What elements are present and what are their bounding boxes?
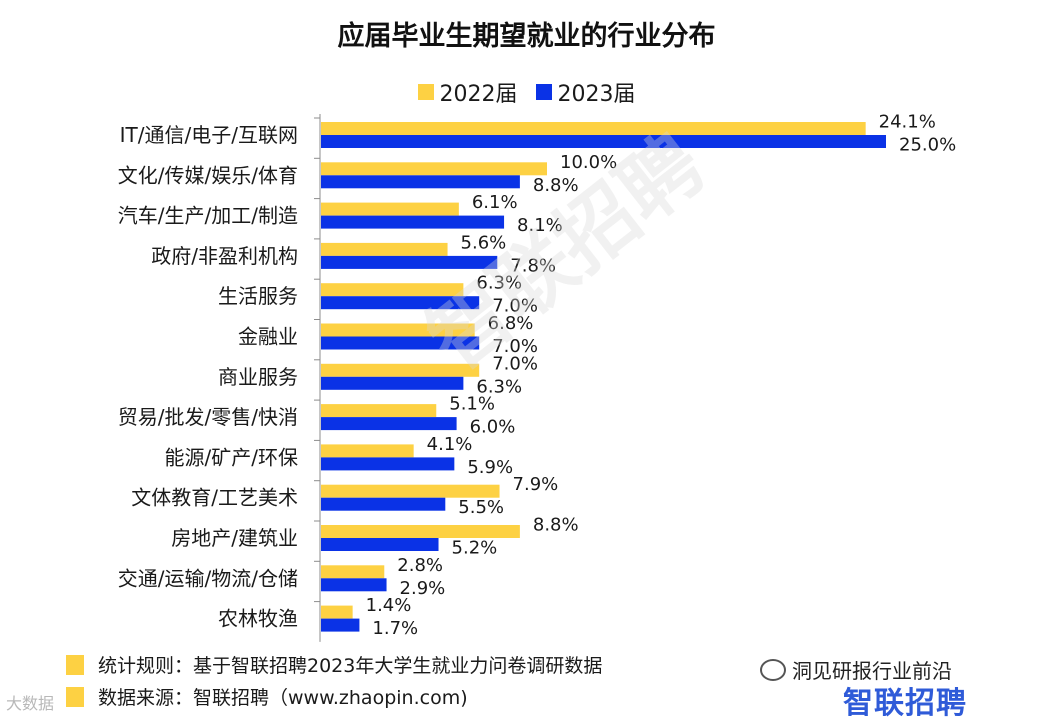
wechat-icon bbox=[760, 658, 786, 681]
wechat-account-mark: 洞见研报行业前沿 bbox=[760, 655, 952, 684]
data-label-2023: 25.0% bbox=[899, 135, 956, 156]
data-label-2023: 5.5% bbox=[458, 497, 504, 518]
data-label-2023: 2.9% bbox=[400, 578, 446, 599]
legend-label-2023: 2023届 bbox=[557, 82, 636, 107]
bar-2023 bbox=[321, 175, 520, 189]
bar-2022 bbox=[321, 484, 500, 498]
brand-logo: 智联招聘 bbox=[843, 686, 967, 721]
footnote-swatch bbox=[66, 686, 84, 707]
data-label-2022: 8.8% bbox=[533, 515, 579, 536]
bar-2023 bbox=[321, 376, 464, 390]
legend-swatch-2023 bbox=[535, 84, 552, 100]
data-label-2022: 6.1% bbox=[472, 192, 518, 213]
footnote-source-text: 数据来源：智联招聘（www.zhaopin.com) bbox=[98, 687, 468, 709]
category-label: IT/通信/电子/互联网 bbox=[120, 123, 298, 147]
category-label: 文化/传媒/娱乐/体育 bbox=[118, 163, 298, 187]
legend-swatch-2022 bbox=[417, 84, 434, 100]
data-label-2022: 1.4% bbox=[366, 595, 412, 616]
data-label-2023: 8.1% bbox=[517, 215, 563, 236]
bar-2023 bbox=[321, 618, 360, 632]
data-label-2023: 1.7% bbox=[372, 618, 418, 639]
data-label-2022: 7.0% bbox=[492, 353, 538, 374]
data-label-2023: 7.8% bbox=[510, 255, 556, 276]
data-label-2023: 8.8% bbox=[533, 175, 579, 196]
bar-2023 bbox=[321, 417, 457, 431]
data-label-2022: 2.8% bbox=[397, 555, 443, 576]
bar-2022 bbox=[321, 283, 464, 297]
bar-2023 bbox=[321, 457, 455, 471]
data-label-2022: 7.9% bbox=[513, 474, 559, 495]
data-label-2022: 10.0% bbox=[560, 152, 617, 173]
category-label: 农林牧渔 bbox=[218, 607, 298, 631]
legend-item-2023: 2023届 bbox=[535, 76, 636, 108]
category-label: 能源/矿产/环保 bbox=[165, 445, 298, 469]
category-label: 金融业 bbox=[238, 325, 298, 349]
category-label: 文体教育/工艺美术 bbox=[131, 486, 298, 510]
data-label-2023: 6.3% bbox=[476, 376, 522, 397]
data-label-2023: 5.9% bbox=[467, 457, 513, 478]
data-label-2022: 5.6% bbox=[461, 232, 507, 253]
footnote-source: 数据来源：智联招聘（www.zhaopin.com) bbox=[66, 683, 468, 710]
bar-2022 bbox=[321, 122, 866, 135]
data-label-2023: 6.0% bbox=[470, 417, 516, 438]
data-label-2023: 7.0% bbox=[492, 296, 538, 317]
bar-2022 bbox=[321, 525, 520, 538]
corner-watermark: 大数据 bbox=[6, 694, 55, 713]
data-label-2022: 6.3% bbox=[476, 273, 522, 294]
bar-2022 bbox=[321, 162, 547, 176]
data-label-2022: 5.1% bbox=[449, 394, 495, 415]
category-label: 汽车/生产/加工/制造 bbox=[118, 204, 298, 228]
chart-legend: 2022届 2023届 bbox=[0, 76, 1053, 108]
bar-2022 bbox=[321, 242, 448, 256]
legend-label-2022: 2022届 bbox=[439, 82, 518, 107]
bar-2023 bbox=[321, 215, 505, 229]
data-label-2023: 5.2% bbox=[452, 538, 498, 559]
bar-2023 bbox=[321, 538, 439, 551]
bar-2022 bbox=[321, 565, 385, 579]
bar-2022 bbox=[321, 444, 414, 458]
wechat-account-name: 洞见研报行业前沿 bbox=[792, 659, 952, 683]
chart-title: 应届毕业生期望就业的行业分布 bbox=[337, 21, 716, 52]
footnote-swatch bbox=[66, 654, 84, 675]
footnote-rule-text: 统计规则：基于智联招聘2023年大学生就业力问卷调研数据 bbox=[98, 655, 603, 677]
category-label: 生活服务 bbox=[218, 284, 298, 308]
bar-2023 bbox=[321, 135, 886, 148]
bar-2022 bbox=[321, 323, 475, 337]
category-label: 贸易/批发/零售/快消 bbox=[118, 405, 298, 429]
category-label: 房地产/建筑业 bbox=[171, 526, 298, 550]
category-label: 交通/运输/物流/仓储 bbox=[118, 566, 298, 590]
data-label-2023: 7.0% bbox=[492, 336, 538, 357]
bar-2023 bbox=[321, 296, 480, 310]
footnote-rule: 统计规则：基于智联招聘2023年大学生就业力问卷调研数据 bbox=[66, 651, 602, 678]
data-label-2022: 4.1% bbox=[427, 434, 473, 455]
bar-2022 bbox=[321, 404, 437, 418]
legend-item-2022: 2022届 bbox=[417, 76, 518, 108]
category-label: 政府/非盈利机构 bbox=[151, 244, 298, 268]
data-label-2022: 6.8% bbox=[488, 313, 534, 334]
bar-2023 bbox=[321, 497, 446, 511]
bar-2023 bbox=[321, 578, 387, 592]
data-label-2022: 24.1% bbox=[879, 112, 936, 133]
category-label: 商业服务 bbox=[218, 365, 298, 389]
bar-2022 bbox=[321, 363, 480, 377]
bar-2023 bbox=[321, 336, 480, 350]
bar-2023 bbox=[321, 255, 498, 269]
bar-2022 bbox=[321, 605, 353, 619]
bar-2022 bbox=[321, 202, 459, 216]
